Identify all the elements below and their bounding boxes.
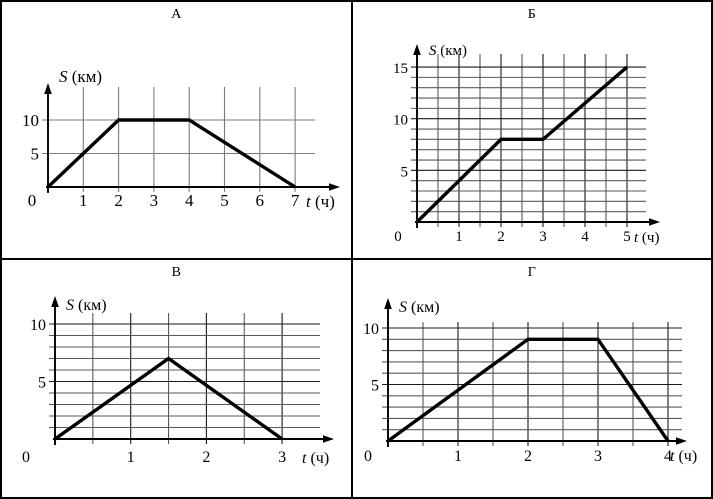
- svg-text:S (км): S (км): [399, 299, 440, 316]
- svg-text:2: 2: [114, 191, 123, 210]
- svg-text:2: 2: [524, 448, 532, 465]
- svg-text:t (ч): t (ч): [302, 450, 329, 467]
- svg-text:5: 5: [401, 164, 409, 180]
- svg-text:t (ч): t (ч): [670, 448, 697, 465]
- svg-text:5: 5: [220, 191, 229, 210]
- panel-v: В 0 1 2 3 5 10 S (км) t (ч): [2, 260, 353, 497]
- distance-time-chart-a: 0 1 2 3 4 5 6 7 5 10 S (км) t (ч): [22, 67, 340, 211]
- distance-time-chart-b: 0 1 2 3 4 5 5 10 15 S (км) t (ч): [393, 43, 660, 246]
- svg-text:1: 1: [455, 229, 463, 245]
- svg-text:5: 5: [31, 145, 40, 164]
- svg-text:1: 1: [79, 191, 88, 210]
- svg-text:S (км): S (км): [429, 43, 467, 59]
- svg-text:4: 4: [185, 191, 194, 210]
- svg-text:1: 1: [127, 449, 135, 466]
- svg-text:0: 0: [22, 449, 30, 466]
- panel-v-title: В: [171, 265, 182, 280]
- svg-text:4: 4: [581, 229, 589, 245]
- distance-time-chart-v: 0 1 2 3 5 10 S (км) t (ч): [22, 296, 334, 467]
- panel-g-title: Г: [527, 265, 537, 280]
- svg-text:7: 7: [291, 191, 300, 210]
- svg-text:3: 3: [539, 229, 547, 245]
- svg-text:6: 6: [256, 191, 265, 210]
- svg-text:1: 1: [454, 448, 462, 465]
- panel-g: Г 0 1 2 3 4 5 10 S (км) t (ч): [353, 260, 711, 497]
- svg-text:4: 4: [664, 448, 672, 465]
- svg-text:3: 3: [150, 191, 159, 210]
- panel-b: Б 0 1 2 3 4 5 5 10 15 S (км) t (ч): [353, 2, 711, 260]
- svg-text:3: 3: [594, 448, 602, 465]
- svg-text:5: 5: [371, 378, 379, 395]
- svg-text:0: 0: [28, 191, 37, 210]
- svg-text:2: 2: [202, 449, 210, 466]
- svg-text:10: 10: [30, 317, 46, 334]
- svg-text:10: 10: [393, 113, 408, 129]
- svg-text:5: 5: [38, 375, 46, 392]
- svg-text:S (км): S (км): [59, 67, 102, 86]
- panel-a: А 0 1 2 3 4 5 6 7 5 10 S (км) t (ч): [2, 2, 353, 260]
- panel-a-title: А: [171, 7, 182, 22]
- svg-text:0: 0: [394, 229, 402, 245]
- panel-b-title: Б: [527, 7, 537, 22]
- svg-text:t (ч): t (ч): [634, 230, 659, 246]
- svg-text:t (ч): t (ч): [306, 192, 335, 211]
- svg-text:10: 10: [22, 111, 39, 130]
- svg-text:2: 2: [497, 229, 505, 245]
- distance-time-chart-g: 0 1 2 3 4 5 10 S (км) t (ч): [363, 298, 697, 465]
- svg-text:3: 3: [278, 449, 286, 466]
- svg-text:S (км): S (км): [66, 297, 107, 314]
- svg-text:15: 15: [393, 61, 408, 77]
- svg-text:10: 10: [363, 321, 379, 338]
- svg-text:5: 5: [623, 229, 631, 245]
- svg-text:0: 0: [364, 448, 372, 465]
